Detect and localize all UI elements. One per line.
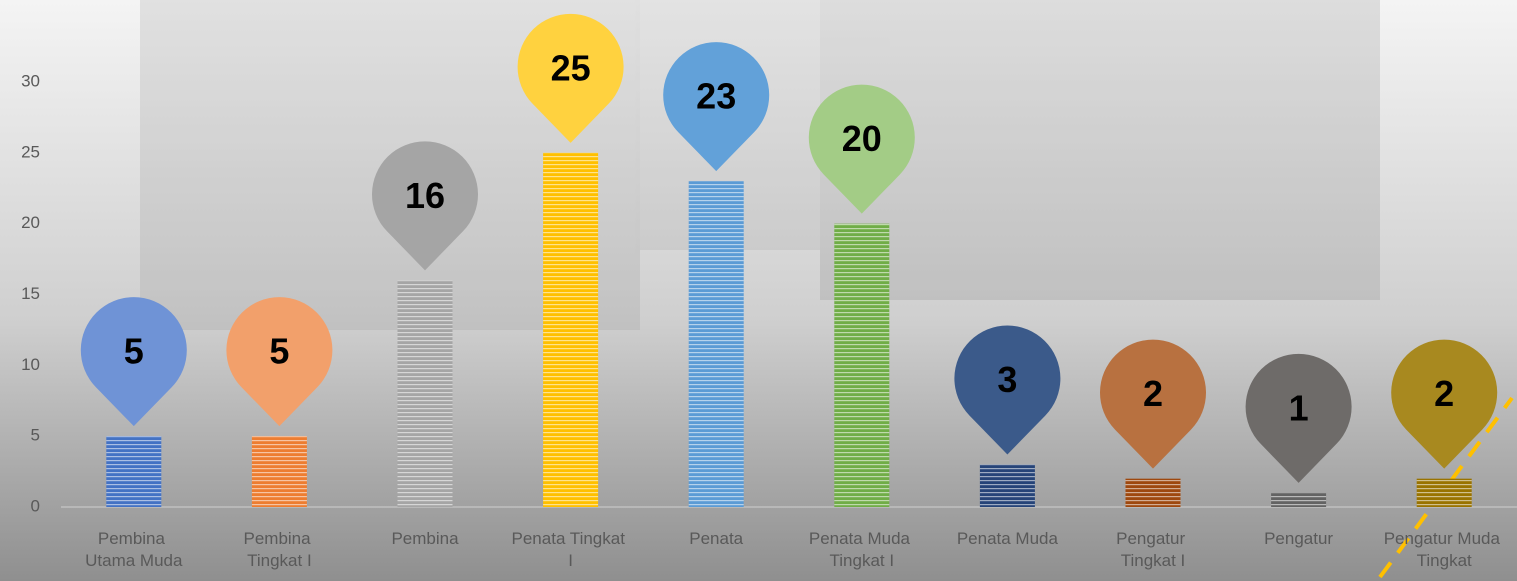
data-label: 20 <box>842 118 882 159</box>
x-tick-label-line: Tingkat I <box>830 551 895 570</box>
pin-marker <box>371 141 478 271</box>
pin-marker <box>1391 339 1498 469</box>
y-tick-label: 25 <box>21 142 40 161</box>
data-label: 2 <box>1434 373 1454 414</box>
pin-marker <box>1100 339 1206 469</box>
data-label: 3 <box>997 359 1017 400</box>
x-tick-label: Pengatur <box>1264 529 1333 548</box>
pin-marker <box>80 297 187 427</box>
x-tick-label: Pengatur Muda Tingkat <box>1384 529 1505 570</box>
data-label: 1 <box>1289 387 1309 428</box>
y-tick-label: 30 <box>21 71 40 90</box>
bar-stripes <box>543 152 599 508</box>
x-tick-label: Pengatur Tingkat I <box>1116 529 1190 570</box>
pin-marker <box>954 325 1061 455</box>
y-tick-label: 15 <box>21 284 40 303</box>
plot-area: 0 5 10 15 20 25 30 5 Pembina Utama Muda 5 Pembina … <box>21 13 1517 570</box>
x-tick-label-line: Pembina <box>391 529 459 548</box>
x-tick-label-line: Pengatur Muda <box>1384 529 1505 548</box>
data-label: 23 <box>696 76 736 117</box>
pin-marker <box>226 297 333 427</box>
x-tick-label: Penata Muda <box>957 529 1059 548</box>
x-tick-label: Penata <box>689 529 743 548</box>
x-tick-label-line: Tingkat I <box>1121 551 1186 570</box>
x-tick-label-line: Pengatur <box>1116 529 1190 548</box>
y-tick-label: 0 <box>31 496 40 515</box>
x-tick-label-line: Penata <box>689 529 743 548</box>
y-tick-label: 10 <box>21 355 40 374</box>
bar-stripes <box>106 436 162 507</box>
x-tick-label: Penata Muda Tingkat I <box>809 529 915 570</box>
pin-marker <box>663 42 770 172</box>
data-label: 5 <box>269 331 289 372</box>
pin-marker <box>517 13 624 143</box>
x-tick-label: Pembina Tingkat I <box>243 529 315 570</box>
x-tick-label-line: Pembina <box>98 529 170 548</box>
x-tick-label: Pembina Utama Muda <box>85 529 183 570</box>
decor-line <box>1378 396 1514 579</box>
x-tick-label-line: Penata Muda <box>957 529 1059 548</box>
data-label: 2 <box>1143 373 1163 414</box>
pin-marker <box>808 84 915 214</box>
pin-marker <box>1245 353 1352 483</box>
x-tick-label-line: Pembina <box>243 529 315 548</box>
x-tick-label: Pembina <box>391 529 459 548</box>
bar-stripes <box>979 464 1035 507</box>
x-tick-label-line: Tingkat <box>1417 551 1472 570</box>
bar-stripes <box>251 436 307 507</box>
bar-stripes <box>1416 478 1472 507</box>
x-tick-label-line: Penata Muda <box>809 529 915 548</box>
bar-stripes <box>1271 492 1327 507</box>
data-label: 16 <box>405 175 445 216</box>
y-tick-label: 20 <box>21 213 40 232</box>
x-tick-label-line: Utama Muda <box>85 551 183 570</box>
x-tick-label-line: I <box>568 551 573 570</box>
data-label: 5 <box>124 331 144 372</box>
x-tick-label-line: Tingkat I <box>247 551 312 570</box>
y-tick-label: 5 <box>31 426 40 445</box>
bar-stripes <box>688 181 744 507</box>
x-tick-label: Penata Tingkat I <box>512 529 630 570</box>
bar-stripes <box>1125 478 1181 507</box>
x-tick-label-line: Penata Tingkat <box>512 529 630 548</box>
data-label: 25 <box>551 47 591 88</box>
bar-stripes <box>397 280 453 507</box>
x-tick-label-line: Pengatur <box>1264 529 1333 548</box>
bar-stripes <box>834 223 890 507</box>
